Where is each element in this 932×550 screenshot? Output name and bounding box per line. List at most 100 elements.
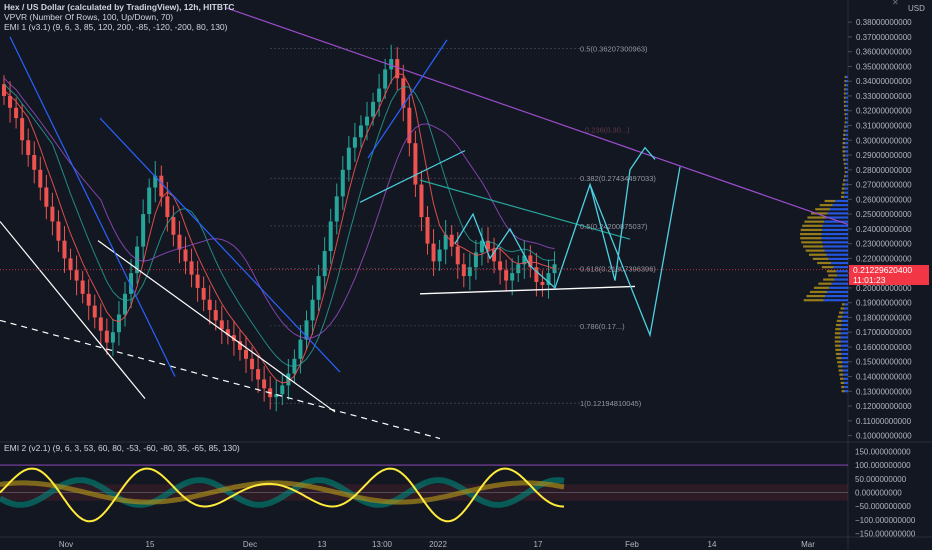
vpvr-down-bar [842, 150, 845, 153]
vpvr-up-bar [845, 129, 848, 132]
vpvr-down-bar [843, 96, 846, 99]
candle-body [413, 143, 418, 185]
vpvr-down-bar [844, 125, 846, 128]
vpvr-legend[interactable]: VPVR (Number Of Rows, 100, Up/Down, 70) [4, 12, 173, 22]
candle-body [528, 255, 533, 268]
vpvr-down-bar [839, 311, 844, 314]
time-tick-label: 13 [318, 540, 327, 549]
candle-body [522, 255, 527, 265]
candle-body [38, 169, 43, 188]
vpvr-down-bar [843, 100, 846, 103]
fib-level-label: 0.236(0.30...) [585, 126, 630, 135]
candle-body [153, 175, 158, 188]
vpvr-down-bar [803, 245, 824, 248]
vpvr-down-bar [823, 278, 835, 281]
candle-body [32, 155, 37, 170]
candle-body [371, 101, 376, 117]
vpvr-up-bar [845, 84, 848, 87]
oscillator [0, 464, 848, 523]
candle-body [486, 240, 490, 250]
osc-tick-label: 50.000000000 [855, 475, 907, 484]
vpvr-up-bar [843, 307, 848, 310]
time-tick-label: Mar [801, 540, 815, 549]
time-tick-label: Dec [243, 540, 257, 549]
emi1-legend[interactable]: EMI 1 (v3.1) (9, 6, 3, 85, 120, 200, -85… [4, 22, 228, 32]
vpvr-up-bar [845, 175, 848, 178]
price-tick-label: 0.29000000000 [856, 151, 912, 160]
emi2-legend[interactable]: EMI 2 (v2.1) (9, 6, 3, 53, 60, 80, -53, … [4, 443, 240, 453]
candle-body [189, 261, 194, 275]
vpvr-up-bar [846, 170, 848, 174]
vpvr-profile [800, 75, 848, 393]
vpvr-up-bar [840, 332, 848, 335]
vpvr-down-bar [824, 199, 836, 203]
vpvr-up-bar [824, 249, 848, 252]
vpvr-down-bar [812, 257, 829, 260]
candle-body [159, 175, 164, 197]
white-trendline-left [0, 221, 146, 400]
vpvr-down-bar [841, 390, 845, 393]
symbol-legend[interactable]: Hex / US Dollar (calculated by TradingVi… [4, 2, 234, 12]
candle-body [334, 196, 339, 222]
candle-body [20, 118, 25, 141]
candle-body [504, 270, 509, 281]
candle-body [461, 264, 466, 277]
vpvr-down-bar [840, 377, 844, 380]
vpvr-up-bar [821, 237, 848, 240]
candle-body [141, 214, 146, 247]
vpvr-up-bar [841, 357, 848, 360]
blue-channel-line-2 [99, 117, 341, 373]
vpvr-up-bar [829, 208, 848, 211]
candle-body [129, 273, 134, 294]
candle-body [389, 59, 394, 70]
candle-body [328, 221, 333, 252]
vpvr-up-bar [841, 328, 848, 331]
vpvr-down-bar [841, 187, 845, 190]
vpvr-down-bar [841, 191, 845, 194]
wedge-line [419, 179, 631, 240]
vpvr-indicator-label: VPVR (Number Of Rows, 100, Up/Down, 70) [4, 12, 174, 22]
vpvr-up-bar [833, 266, 848, 269]
candle-body [473, 252, 478, 268]
candle-body [201, 287, 206, 300]
close-icon[interactable]: ✕ [892, 0, 899, 7]
time-tick-label: Feb [625, 540, 639, 549]
candle-body [437, 249, 442, 262]
emi2-indicator-label: EMI 2 (v2.1) (9, 6, 3, 53, 60, 80, -53, … [4, 443, 240, 453]
price-tick-label: 0.27000000000 [856, 181, 912, 190]
vpvr-up-bar [844, 303, 848, 306]
candle-body [310, 299, 315, 321]
candle-body [92, 305, 97, 318]
vpvr-up-bar [845, 162, 848, 165]
white-dashed-trendline [0, 319, 441, 440]
candle-body [425, 217, 430, 244]
vpvr-down-bar [844, 80, 847, 83]
osc-teal-band [0, 477, 565, 508]
price-tick-label: 0.24000000000 [856, 225, 912, 234]
currency-label[interactable]: USD [908, 4, 925, 13]
candle-body [455, 246, 460, 265]
vpvr-up-bar [837, 274, 848, 277]
vpvr-down-bar [842, 154, 846, 157]
vpvr-up-bar [825, 294, 848, 298]
candle-body [116, 314, 121, 333]
vpvr-up-bar [843, 373, 848, 376]
vpvr-down-bar [800, 232, 822, 236]
purple-trendline [224, 6, 849, 225]
vpvr-up-bar [845, 104, 848, 108]
vpvr-up-bar [841, 348, 848, 351]
candle-body [510, 273, 515, 281]
vpvr-up-bar [829, 286, 848, 289]
candle-body [467, 267, 472, 277]
candle-body [8, 95, 13, 108]
vpvr-up-bar [834, 278, 848, 281]
time-tick-label: 14 [708, 540, 717, 549]
vpvr-up-bar [844, 390, 848, 393]
vpvr-down-bar [842, 137, 846, 141]
white-trendline-mid [97, 240, 336, 413]
price-tick-label: 0.14000000000 [856, 373, 912, 382]
candle-body [50, 206, 55, 222]
vpvr-down-bar [817, 261, 832, 265]
